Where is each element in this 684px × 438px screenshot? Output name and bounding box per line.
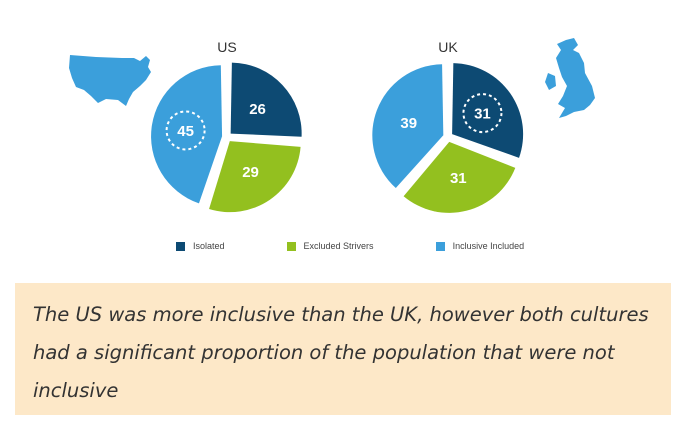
legend-label: Excluded Strivers <box>303 241 374 251</box>
uk-data-label-inclusive-included: 39 <box>400 115 417 132</box>
us-highlight-ring <box>165 110 206 151</box>
legend: Isolated Excluded Strivers Inclusive Inc… <box>176 241 586 251</box>
us-data-label-excluded-strivers: 29 <box>242 164 259 181</box>
legend-swatch-isolated <box>176 241 185 251</box>
legend-item-inclusive-included: Inclusive Included <box>435 241 525 251</box>
legend-label: Isolated <box>193 241 225 251</box>
callout-text: The US was more inclusive than the UK, h… <box>33 303 649 402</box>
uk-slice-excluded-strivers <box>403 141 516 213</box>
us-slice-excluded-strivers <box>209 141 301 213</box>
us-data-label-isolated: 26 <box>249 101 266 118</box>
us-data-label-inclusive-included: 45 <box>177 123 194 140</box>
uk-data-label-excluded-strivers: 31 <box>450 170 467 187</box>
legend-label: Inclusive Included <box>452 241 525 251</box>
us-pie-title: US <box>217 39 236 55</box>
uk-highlight-ring <box>462 93 503 134</box>
legend-swatch-excluded-strivers <box>286 241 296 251</box>
uk-pie-title: UK <box>438 39 458 55</box>
chart-area: US 26 29 45 UK 31 31 39 <box>69 38 595 213</box>
us-map-icon <box>69 55 151 106</box>
uk-slice-isolated <box>452 63 524 158</box>
us-slice-isolated <box>230 62 302 137</box>
uk-map-icon <box>545 38 595 118</box>
legend-swatch-inclusive-included <box>435 241 445 251</box>
legend-item-excluded-strivers: Excluded Strivers <box>286 241 374 251</box>
uk-slice-inclusive-included <box>372 64 444 189</box>
legend-item-isolated: Isolated <box>176 241 225 251</box>
us-slice-inclusive-included <box>151 65 223 204</box>
uk-data-label-isolated: 31 <box>474 106 491 123</box>
callout-box: The US was more inclusive than the UK, h… <box>15 283 671 415</box>
